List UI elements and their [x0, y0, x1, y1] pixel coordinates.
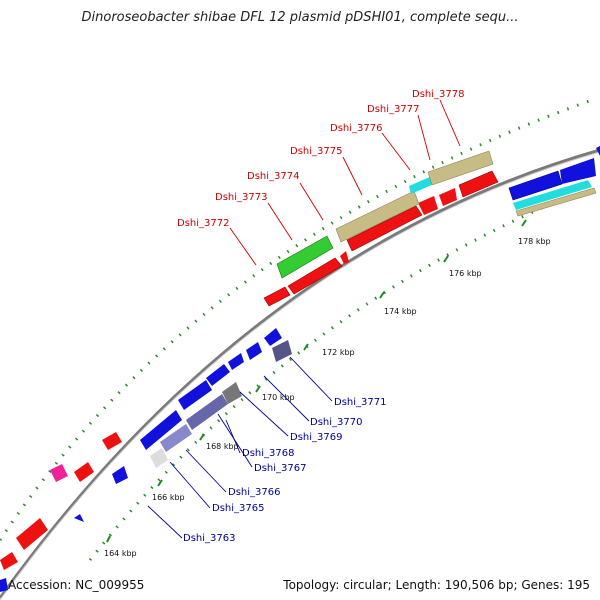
gene-label[interactable]: Dshi_3765 [212, 503, 264, 514]
gene-label[interactable]: Dshi_3768 [242, 448, 294, 459]
backbone-arc [0, 148, 600, 599]
tick-label: 178 kbp [518, 237, 551, 246]
gene-label[interactable]: Dshi_3773 [215, 192, 267, 203]
gene-feature[interactable] [560, 158, 596, 184]
forward-gene-labels: Dshi_3772 Dshi_3773 Dshi_3774 Dshi_3775 … [177, 89, 464, 229]
feature-slate[interactable] [272, 340, 292, 362]
reverse-features [0, 328, 292, 592]
accession-text: Accession: NC_009955 [8, 578, 145, 592]
feature-khaki[interactable] [515, 187, 597, 217]
feature-cyan[interactable] [409, 176, 434, 194]
tick-labels: 164 kbp 166 kbp 168 kbp 170 kbp 172 kbp … [104, 237, 551, 558]
gene-feature[interactable] [418, 196, 438, 215]
feature-slate[interactable] [186, 394, 228, 430]
feature-green[interactable] [276, 235, 334, 279]
gene-label[interactable]: Dshi_3767 [254, 463, 306, 474]
gene-feature[interactable] [16, 518, 48, 550]
reverse-gene-labels: Dshi_3763 Dshi_3765 Dshi_3766 Dshi_3767 … [183, 397, 386, 544]
tick-label: 164 kbp [104, 549, 137, 558]
tick-marks [106, 219, 527, 543]
forward-leaders [229, 99, 461, 266]
gene-label[interactable]: Dshi_3766 [228, 487, 280, 498]
gene-feature[interactable] [102, 432, 122, 450]
gene-label[interactable]: Dshi_3769 [290, 432, 342, 443]
gene-feature[interactable] [0, 552, 18, 570]
gene-feature[interactable] [246, 342, 262, 360]
tick-label: 174 kbp [384, 307, 417, 316]
feature-slate[interactable] [150, 448, 168, 468]
forward-features [263, 146, 600, 307]
inner-dotted-ring [88, 198, 561, 561]
gene-feature[interactable] [206, 364, 230, 386]
map-title: Dinoroseobacter shibae DFL 12 plasmid pD… [81, 10, 519, 25]
feature-magenta[interactable] [50, 464, 68, 482]
gene-feature[interactable] [228, 353, 244, 370]
gene-label[interactable]: Dshi_3771 [334, 397, 386, 408]
gene-feature[interactable] [0, 578, 8, 592]
gene-feature[interactable] [178, 380, 212, 410]
summary-text: Topology: circular; Length: 190,506 bp; … [283, 578, 590, 592]
gene-feature[interactable] [263, 286, 291, 307]
gene-label[interactable]: Dshi_3763 [183, 533, 235, 544]
feature-slate[interactable] [160, 424, 192, 452]
tick-label: 168 kbp [206, 442, 239, 451]
gene-label[interactable]: Dshi_3774 [247, 171, 299, 182]
feature-khaki[interactable] [427, 150, 494, 186]
tick-label: 170 kbp [262, 393, 295, 402]
gene-feature[interactable] [439, 188, 457, 206]
gene-feature[interactable] [74, 514, 84, 522]
feature-khaki[interactable] [335, 190, 420, 243]
feature-cyan[interactable] [513, 180, 592, 210]
gene-label[interactable]: Dshi_3775 [290, 146, 342, 157]
gene-label[interactable]: Dshi_3777 [367, 104, 419, 115]
gene-feature[interactable] [140, 410, 182, 450]
gene-label[interactable]: Dshi_3776 [330, 123, 382, 134]
gene-label[interactable]: Dshi_3772 [177, 218, 229, 229]
gene-feature[interactable] [346, 205, 423, 252]
gene-feature[interactable] [112, 466, 128, 484]
gene-feature[interactable] [287, 257, 343, 295]
reverse-leaders [147, 356, 333, 539]
gene-feature[interactable] [458, 170, 499, 198]
gene-feature[interactable] [264, 328, 282, 346]
gene-label[interactable]: Dshi_3778 [412, 89, 464, 100]
gene-feature[interactable] [596, 146, 600, 156]
feature-slate[interactable] [222, 382, 242, 404]
gene-label[interactable]: Dshi_3770 [310, 417, 362, 428]
gene-feature[interactable] [340, 251, 349, 264]
gene-feature[interactable] [74, 462, 94, 482]
tick-label: 166 kbp [152, 493, 185, 502]
tick-label: 176 kbp [449, 269, 482, 278]
tick-label: 172 kbp [322, 348, 355, 357]
